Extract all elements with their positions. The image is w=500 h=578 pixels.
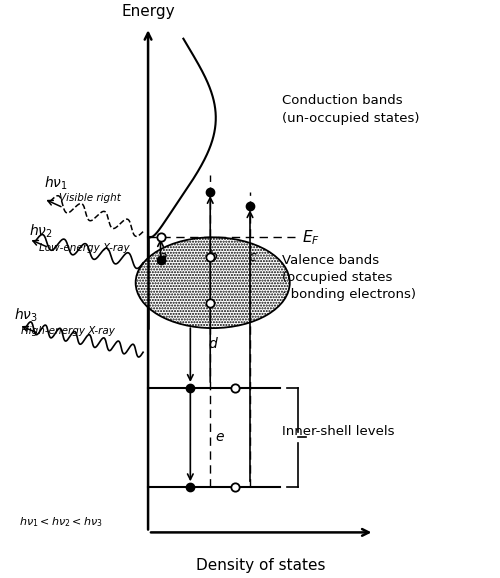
- Text: Density of states: Density of states: [196, 558, 326, 573]
- Text: $h\nu_3$: $h\nu_3$: [14, 307, 38, 324]
- Ellipse shape: [136, 238, 290, 328]
- Text: $h\nu_1 < h\nu_2 < h\nu_3$: $h\nu_1 < h\nu_2 < h\nu_3$: [19, 516, 102, 529]
- Text: $E_F$: $E_F$: [302, 228, 320, 247]
- Text: a: a: [158, 250, 167, 264]
- Text: Valence bands
(occupied states
: bonding electrons): Valence bands (occupied states : bonding…: [282, 254, 416, 301]
- Text: Visible right: Visible right: [58, 192, 120, 203]
- Text: $h\nu_1$: $h\nu_1$: [44, 175, 68, 192]
- Text: Energy: Energy: [122, 4, 175, 19]
- Ellipse shape: [136, 238, 290, 328]
- Text: Inner-shell levels: Inner-shell levels: [282, 425, 395, 438]
- Text: High-energy X-ray: High-energy X-ray: [22, 326, 115, 336]
- Text: Low-energy X-ray: Low-energy X-ray: [38, 243, 130, 253]
- Text: $h\nu_2$: $h\nu_2$: [28, 223, 52, 240]
- Text: b: b: [208, 250, 217, 264]
- Text: e: e: [215, 431, 224, 444]
- Text: c: c: [248, 250, 256, 264]
- Text: Conduction bands
(un-occupied states): Conduction bands (un-occupied states): [282, 94, 420, 125]
- Text: d: d: [208, 336, 217, 351]
